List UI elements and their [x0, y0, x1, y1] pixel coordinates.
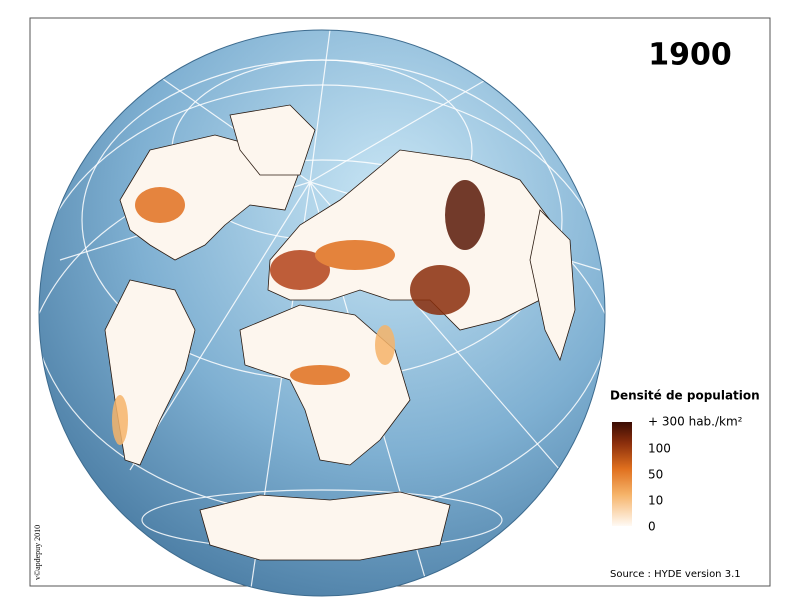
legend-label: + 300 hab./km²: [648, 415, 743, 429]
map-title: 1900: [648, 38, 732, 73]
legend-label: 10: [648, 494, 663, 508]
legend-label: 100: [648, 442, 671, 456]
legend-title: Densité de population: [610, 389, 760, 403]
legend-label: 50: [648, 468, 663, 482]
density: [112, 180, 485, 445]
legend-scale: [612, 422, 632, 526]
source-note: Source : HYDE version 3.1: [610, 569, 741, 580]
globe-outline: [38, 29, 606, 597]
credit: v©apdepuy 2010: [33, 525, 42, 580]
legend-label: 0: [648, 520, 656, 534]
globe: [39, 30, 605, 596]
